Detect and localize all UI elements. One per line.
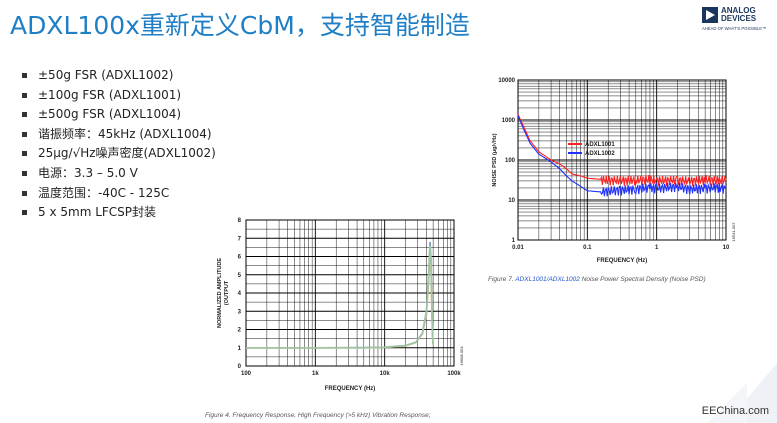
- decorative-triangles: [707, 363, 777, 423]
- y-tick-label: 10000: [498, 78, 515, 84]
- psd-series-line: [517, 113, 727, 187]
- x-axis-title: FREQUENCY (Hz): [597, 258, 648, 264]
- y-axis-title-line2: (OUTPUT: [224, 280, 230, 305]
- bullet-item: 温度范围：-40C - 125C: [20, 184, 216, 204]
- x-tick-label: 100k: [447, 371, 461, 377]
- y-tick-label: 1: [238, 346, 242, 352]
- y-tick-label: 8: [238, 218, 242, 224]
- x-tick-label: 10k: [380, 371, 391, 377]
- x-tick-label: 100: [241, 371, 252, 377]
- logo-tagline: AHEAD OF WHAT'S POSSIBLE™: [702, 26, 767, 31]
- bullet-item: ±50g FSR (ADXL1002): [20, 66, 216, 86]
- x-tick-label: 1: [655, 245, 659, 251]
- figure7-caption-prefix: Figure 7.: [488, 276, 516, 283]
- figure7-caption: Figure 7. ADXL1001/ADXL1002 Noise Power …: [488, 276, 706, 283]
- bullet-item: ±500g FSR (ADXL1004): [20, 105, 216, 125]
- y-axis-title: NORMALIZED AMPLITUDE: [217, 258, 223, 328]
- figure7-caption-suffix: Noise Power Spectral Density (Noise PSD): [579, 276, 706, 283]
- bullet-item: ±100g FSR (ADXL1001): [20, 86, 216, 106]
- logo-line1: ANALOG: [721, 6, 756, 15]
- x-tick-label: 1k: [312, 371, 319, 377]
- y-tick-label: 1: [512, 238, 516, 244]
- figure-side-code: 16541-007: [731, 222, 736, 242]
- noise-psd-chart: ADXL1001 ADXL1002 0.01 0.1 1 10 1 10 100 1000 1000…: [488, 74, 744, 270]
- y-tick-label: 1000: [502, 118, 516, 124]
- y-axis-title: NOISE PSD (μg/√Hz): [491, 133, 498, 186]
- y-tick-label: 7: [238, 236, 242, 242]
- y-tick-label: 10: [508, 198, 515, 204]
- response-series-line: [246, 245, 434, 349]
- noise-psd-svg: ADXL1001 ADXL1002 0.01 0.1 1 10 1 10 100 1000 1000…: [491, 78, 736, 264]
- frequency-response-chart: 100 1k 10k 100k 0 1 2 3 4 5 6 7 8 FREQUENCY (Hz) NORMA…: [212, 214, 474, 410]
- legend-label: ADXL1001: [585, 142, 615, 148]
- bullet-item: 5 x 5mm LFCSP封装: [20, 203, 216, 223]
- figure4-caption: Figure 4. Frequency Response, High Frequ…: [205, 412, 431, 419]
- y-tick-label: 6: [238, 255, 242, 261]
- figure7-caption-link[interactable]: ADXL1001/ADXL1002: [515, 276, 580, 283]
- y-tick-label: 3: [238, 309, 242, 315]
- y-tick-label: 100: [505, 158, 516, 164]
- logo-line2: DEVICES: [721, 14, 757, 23]
- bullet-item: 谐振频率：45kHz (ADXL1004): [20, 125, 216, 145]
- x-axis-title: FREQUENCY (Hz): [325, 386, 376, 392]
- y-tick-label: 2: [238, 328, 242, 334]
- analog-devices-logo: ANALOG DEVICES AHEAD OF WHAT'S POSSIBLE™: [702, 6, 774, 40]
- footer-watermark: EEChina.com: [701, 405, 769, 417]
- legend-label: ADXL1002: [585, 151, 615, 157]
- psd-series-line: [517, 115, 727, 197]
- y-tick-label: 4: [238, 291, 242, 297]
- spec-bullet-list: ±50g FSR (ADXL1002) ±100g FSR (ADXL1001)…: [20, 66, 216, 223]
- y-tick-label: 0: [238, 364, 242, 370]
- x-tick-label: 10: [723, 245, 730, 251]
- bullet-item: 电源：3.3 – 5.0 V: [20, 164, 216, 184]
- figure-side-code: 16608-004: [459, 346, 464, 366]
- frequency-response-svg: 100 1k 10k 100k 0 1 2 3 4 5 6 7 8 FREQUENCY (Hz) NORMA…: [217, 218, 464, 392]
- bullet-item: 25μg/√Hz噪声密度(ADXL1002): [20, 144, 216, 164]
- y-tick-label: 5: [238, 273, 242, 279]
- x-tick-label: 0.1: [583, 245, 592, 251]
- x-tick-label: 0.01: [512, 245, 524, 251]
- slide-title: ADXL100x重新定义CbM，支持智能制造: [10, 11, 470, 40]
- analog-devices-triangle-icon: [702, 7, 718, 23]
